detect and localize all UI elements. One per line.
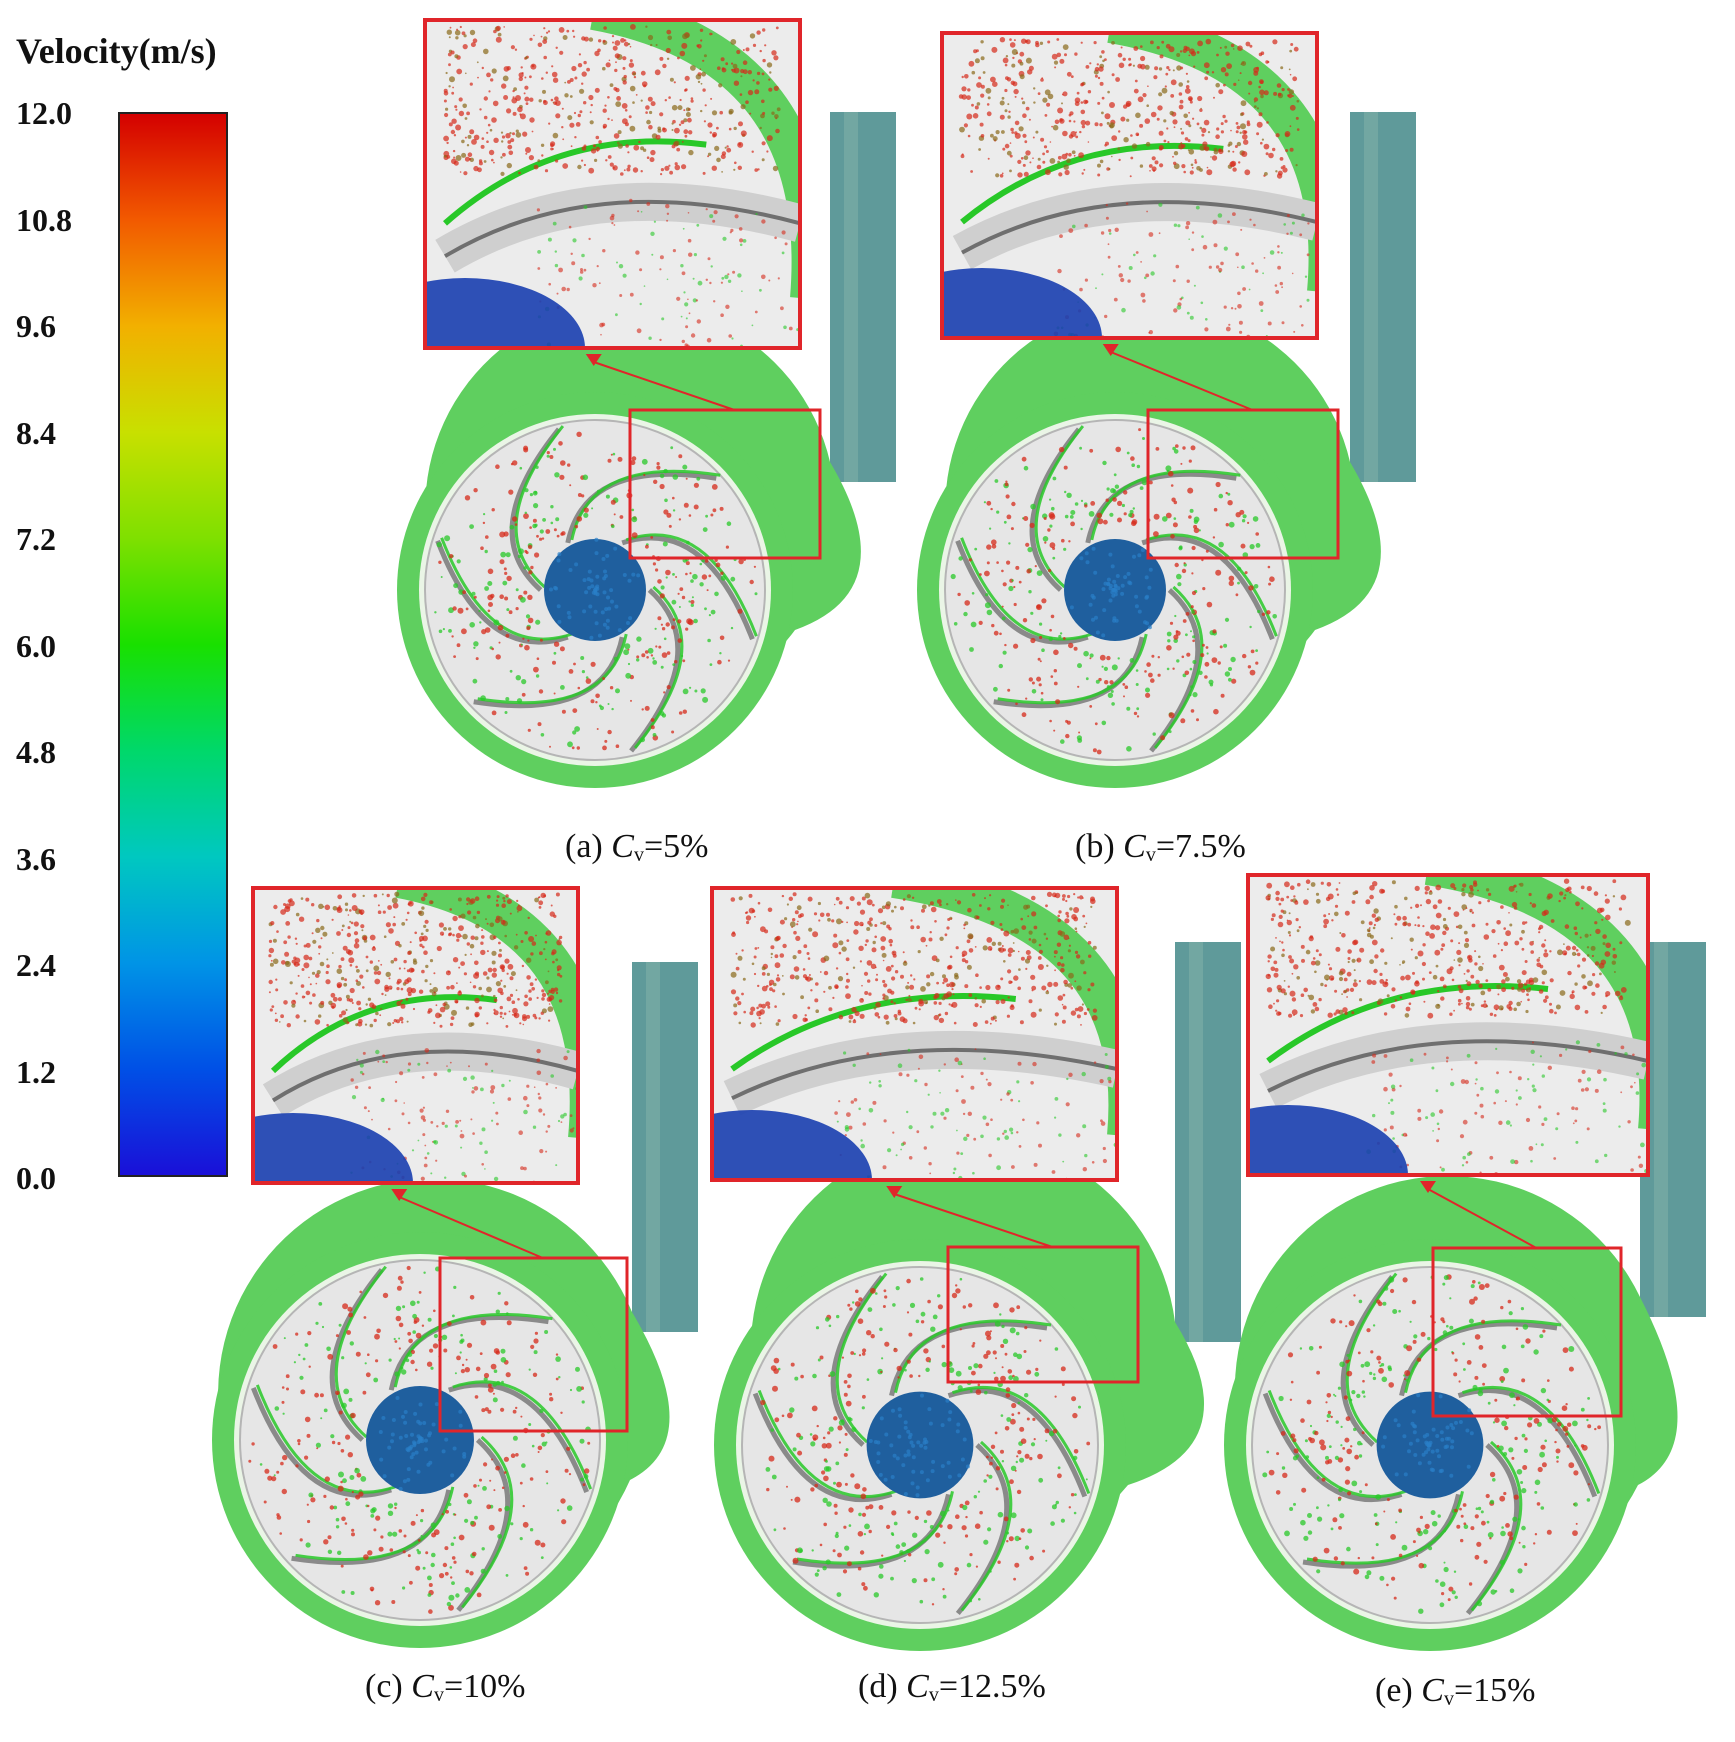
zoom-arrow <box>886 1186 903 1198</box>
zoom-inset <box>942 33 1317 338</box>
colorbar-tick: 12.0 <box>16 95 72 131</box>
zoom-connector <box>1427 1188 1537 1249</box>
impeller-blade <box>435 539 569 645</box>
impeller-blade <box>456 1438 511 1612</box>
outlet-pipe <box>632 962 698 1332</box>
impeller-blade <box>752 1392 893 1502</box>
impeller-blade <box>1029 427 1081 592</box>
colorbar-tick: 10.8 <box>16 201 72 238</box>
pump-panel-b <box>917 31 1416 788</box>
colorbar-tick: 7.2 <box>16 521 56 557</box>
zoom-arrow <box>391 1189 408 1201</box>
colorbar-tick: 8.4 <box>16 414 56 451</box>
impeller-blade <box>947 1388 1088 1498</box>
legend-title: Velocity(m/s) <box>16 31 217 71</box>
zoom-connector <box>1110 351 1253 411</box>
zoom-inset-frame <box>940 31 1319 340</box>
impeller-blade <box>329 1268 384 1442</box>
zoom-connector <box>398 1196 544 1259</box>
outlet-pipe <box>1350 112 1416 482</box>
impeller-blade <box>251 1387 392 1498</box>
colorbar-tick: 2.4 <box>16 947 56 983</box>
zoom-region <box>438 1256 629 1433</box>
zoom-inset-frame <box>1246 873 1650 1177</box>
zoom-arrow <box>1102 344 1119 356</box>
pump-panel-e <box>1224 873 1706 1651</box>
impeller-blade <box>448 1382 589 1493</box>
zoom-inset-frame <box>251 886 580 1185</box>
caption-e: (e) Cv=15% <box>1375 1672 1536 1710</box>
zoom-connector <box>593 361 735 411</box>
outlet-pipe <box>1175 942 1241 1342</box>
impeller-blade <box>955 539 1089 645</box>
impeller-blade <box>1262 1392 1403 1502</box>
impeller-blade <box>1149 588 1201 753</box>
outlet-pipe <box>1640 942 1706 1317</box>
zoom-region <box>1431 1246 1623 1418</box>
caption-b: (b) Cv=7.5% <box>1075 828 1246 866</box>
zoom-connector <box>893 1193 1053 1248</box>
colorbar-tick: 0.0 <box>16 1160 56 1196</box>
pump-panel-a <box>397 18 896 788</box>
zoom-inset-frame <box>710 886 1119 1182</box>
zoom-region <box>1146 408 1340 560</box>
velocity-colorbar <box>118 112 228 1177</box>
caption-a: (a) Cv=5% <box>565 828 709 866</box>
impeller-blade <box>1340 1274 1395 1447</box>
pump-panel-c <box>212 886 698 1648</box>
zoom-inset <box>1248 875 1648 1175</box>
zoom-arrow <box>585 354 602 366</box>
zoom-inset <box>425 20 800 348</box>
zoom-inset <box>253 888 578 1183</box>
colorbar-tick: 4.8 <box>16 734 56 770</box>
impeller-blade <box>629 588 681 753</box>
colorbar-tick: 3.6 <box>16 840 56 877</box>
colorbar-tick: 9.6 <box>16 308 56 344</box>
zoom-inset <box>712 888 1117 1180</box>
zoom-inset-frame <box>423 18 802 350</box>
zoom-arrow <box>1420 1181 1436 1193</box>
zoom-region <box>628 408 822 560</box>
colorbar-tick: 1.2 <box>16 1053 56 1090</box>
outlet-pipe <box>830 112 896 482</box>
colorbar-tick: 6.0 <box>16 627 56 664</box>
caption-d: (d) Cv=12.5% <box>858 1668 1046 1706</box>
caption-c: (c) Cv=10% <box>365 1668 526 1706</box>
zoom-region <box>946 1245 1140 1384</box>
pump-panel-d <box>710 886 1241 1651</box>
